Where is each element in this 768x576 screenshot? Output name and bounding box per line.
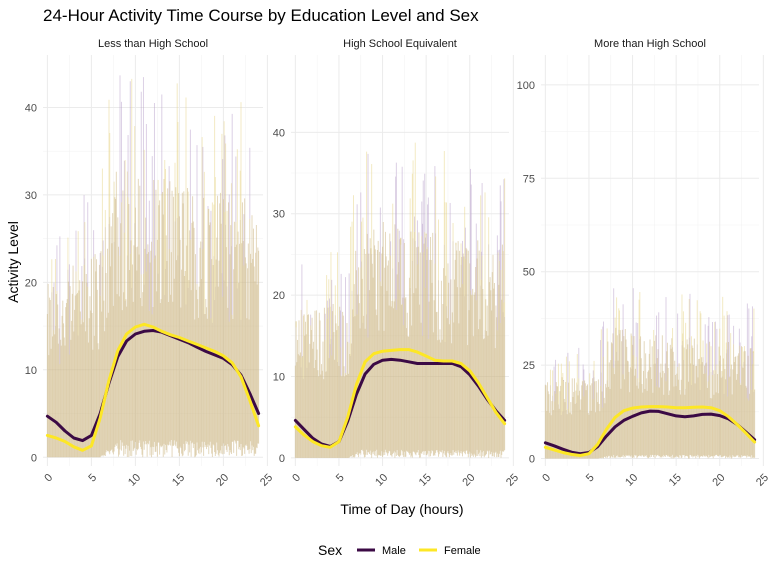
x-axis-label: Time of Day (hours) bbox=[340, 501, 463, 517]
variability-ribbon bbox=[46, 75, 260, 458]
x-tick-label: 5 bbox=[334, 472, 347, 485]
y-tick-label: 30 bbox=[273, 209, 285, 221]
facet-title: More than High School bbox=[594, 38, 706, 50]
facet-title: Less than High School bbox=[98, 38, 208, 50]
series-line-male bbox=[543, 409, 757, 456]
y-tick-label: 50 bbox=[523, 267, 535, 279]
x-tick-label: 0 bbox=[540, 472, 553, 485]
x-tick-label: 25 bbox=[504, 472, 521, 489]
series-line-female bbox=[293, 348, 507, 449]
series-line-male bbox=[45, 329, 261, 443]
y-tick-label: 40 bbox=[273, 127, 285, 139]
facet-panels: Less than High School 0 10 20 30 40 0 5 10 15 20 25… bbox=[25, 38, 768, 489]
x-tick-label: 10 bbox=[623, 472, 640, 489]
y-tick-label: 100 bbox=[517, 80, 535, 92]
y-tick-label: 0 bbox=[529, 454, 535, 466]
x-tick-label: 20 bbox=[460, 472, 477, 489]
x-tick-label: 15 bbox=[667, 472, 684, 489]
y-axis-label: Activity Level bbox=[5, 221, 21, 303]
y-tick-label: 0 bbox=[279, 453, 285, 465]
x-tick-label: 15 bbox=[417, 472, 434, 489]
x-tick-label: 15 bbox=[170, 472, 187, 489]
chart-title: 24-Hour Activity Time Course by Educatio… bbox=[43, 6, 479, 25]
variability-ribbon bbox=[294, 142, 506, 458]
x-tick-label: 20 bbox=[710, 472, 727, 489]
y-tick-label: 0 bbox=[31, 452, 37, 464]
legend-label-female: Female bbox=[444, 545, 481, 557]
facet-panel: Less than High School 0 10 20 30 40 0 5 10 15 20 25 bbox=[25, 38, 275, 489]
x-tick-label: 0 bbox=[42, 472, 55, 485]
x-tick-label: 5 bbox=[584, 472, 597, 485]
y-tick-label: 30 bbox=[25, 190, 37, 202]
x-tick-label: 5 bbox=[86, 472, 99, 485]
y-tick-label: 20 bbox=[25, 277, 37, 289]
facet-panel: More than High School 0 25 50 75 100 0 5 10 15 20 2… bbox=[517, 38, 768, 489]
facet-title: High School Equivalent bbox=[343, 38, 457, 50]
series-line-female bbox=[543, 405, 757, 457]
y-tick-label: 20 bbox=[273, 290, 285, 302]
x-tick-label: 10 bbox=[126, 472, 143, 489]
y-tick-label: 10 bbox=[273, 371, 285, 383]
y-tick-label: 40 bbox=[25, 102, 37, 114]
x-tick-label: 25 bbox=[258, 472, 275, 489]
y-tick-label: 75 bbox=[523, 173, 535, 185]
legend-title: Sex bbox=[318, 542, 342, 558]
y-tick-label: 25 bbox=[523, 360, 535, 372]
x-tick-label: 20 bbox=[214, 472, 231, 489]
facet-panel: High School Equivalent 0 10 20 30 40 0 5 10 15 20 2… bbox=[273, 38, 521, 489]
x-tick-label: 0 bbox=[290, 472, 303, 485]
x-tick-label: 10 bbox=[373, 472, 390, 489]
legend-label-male: Male bbox=[382, 545, 406, 557]
legend: Sex Male Female bbox=[318, 542, 481, 558]
series-line-female bbox=[45, 322, 261, 452]
variability-ribbon bbox=[544, 288, 756, 459]
y-tick-label: 10 bbox=[25, 365, 37, 377]
x-tick-label: 25 bbox=[754, 472, 768, 489]
